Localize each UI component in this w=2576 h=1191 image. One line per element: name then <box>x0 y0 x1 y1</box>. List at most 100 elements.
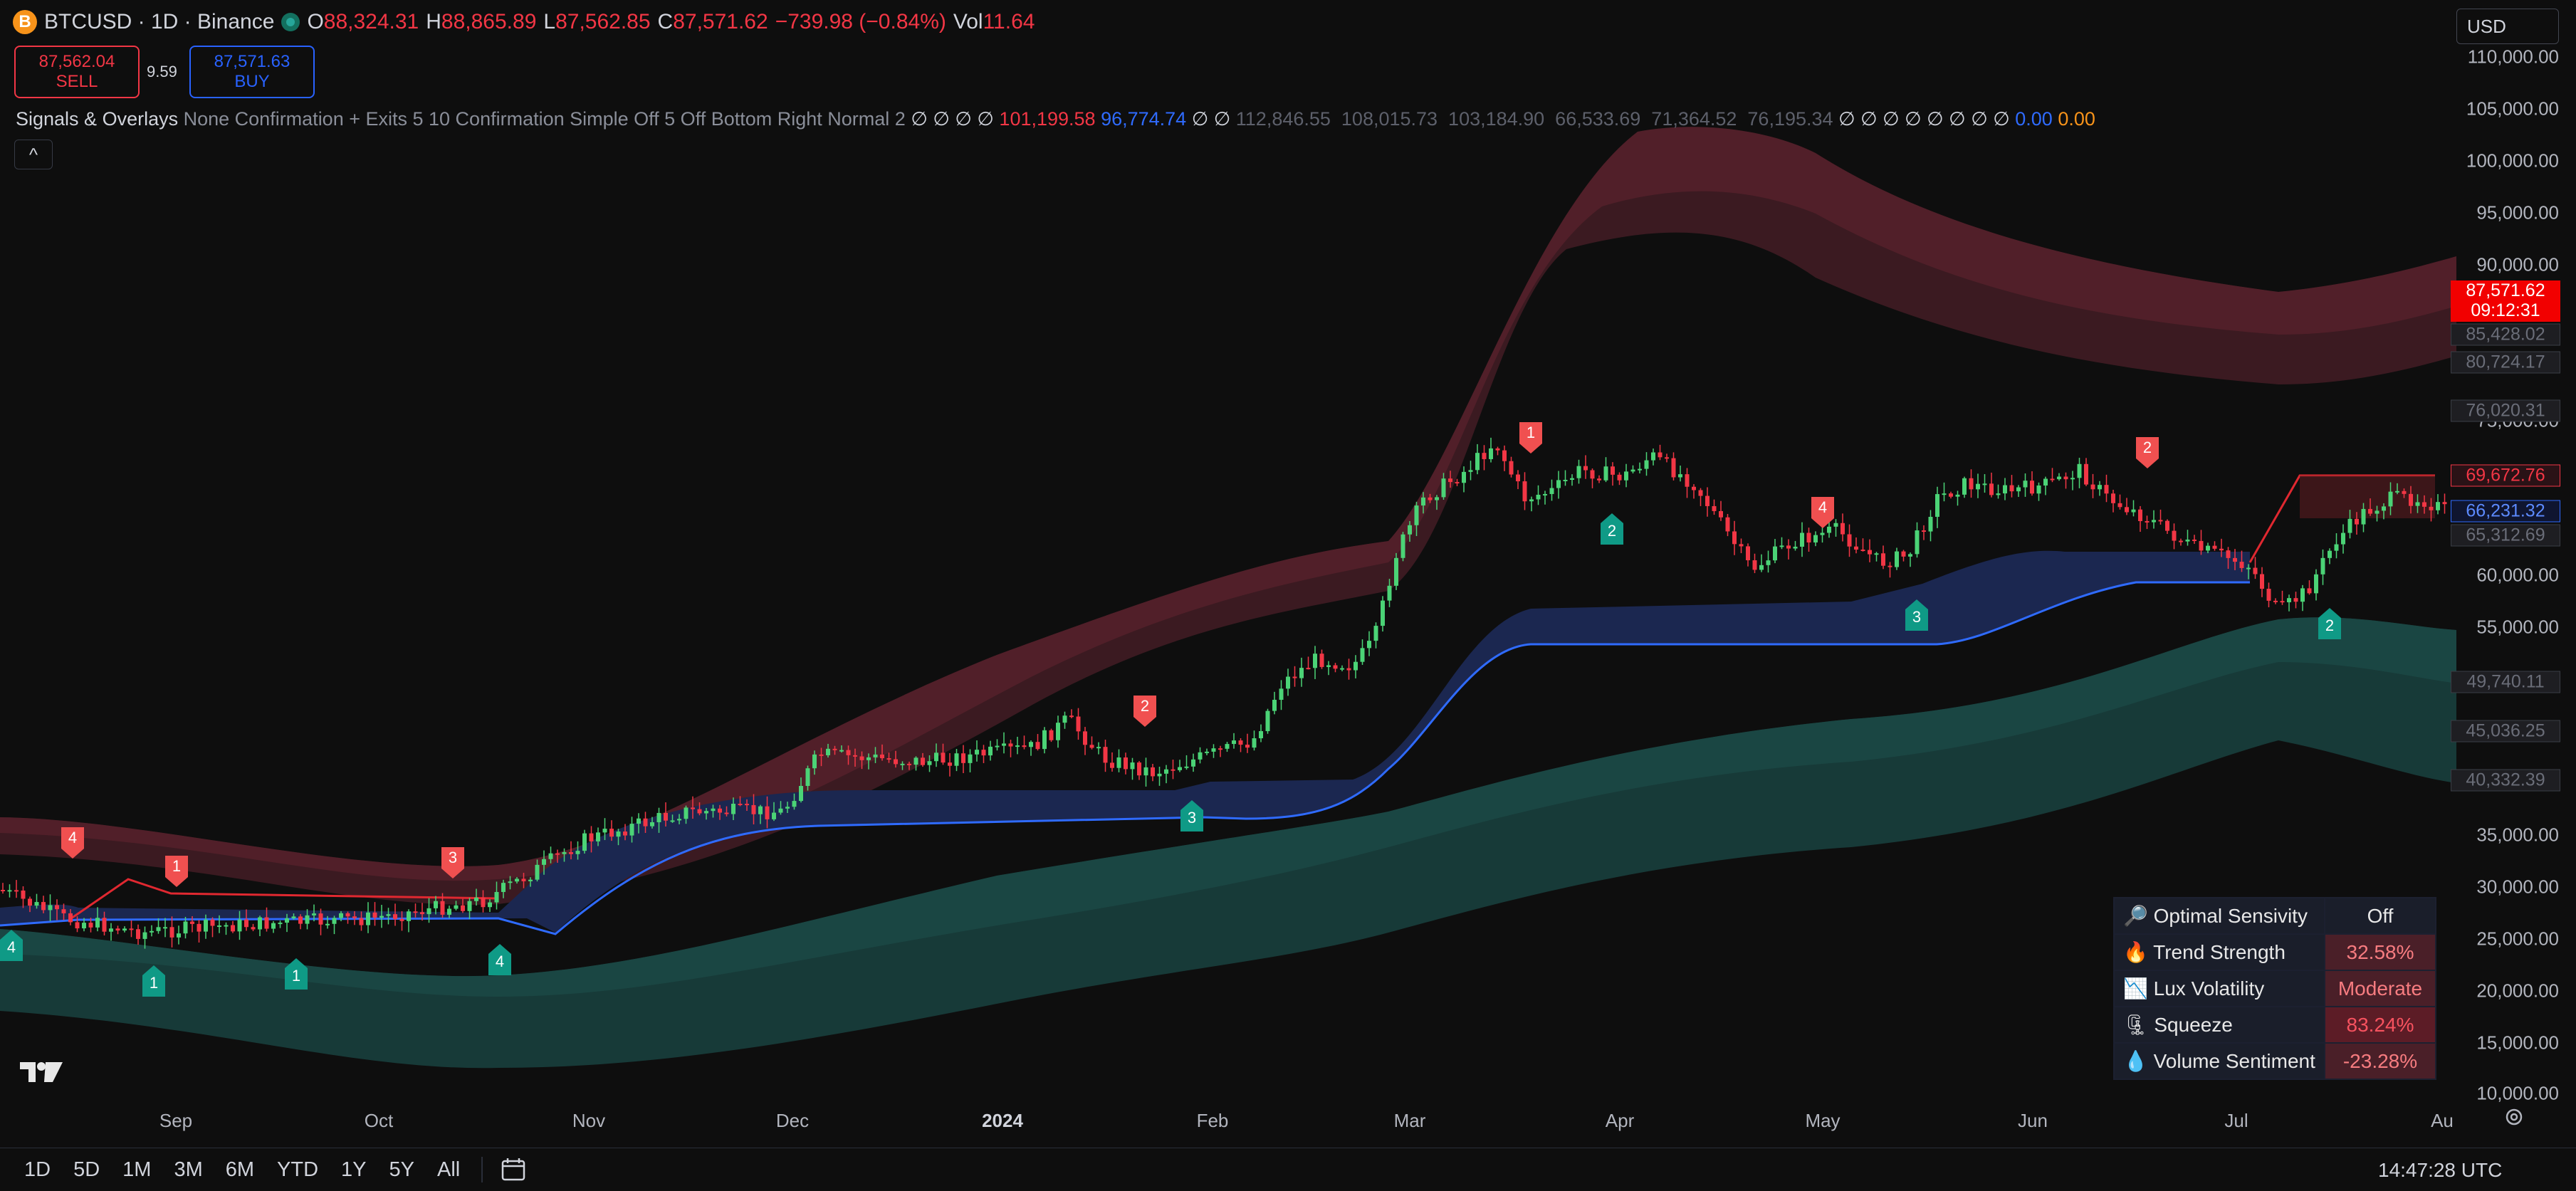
candle <box>2138 509 2142 521</box>
buy-button[interactable]: 87,571.63 BUY <box>189 46 315 98</box>
timeframe-1y[interactable]: 1Y <box>341 1158 367 1181</box>
candle <box>1638 468 1642 471</box>
magnifier-icon: 🔎 <box>2123 905 2148 927</box>
price-chart[interactable]: 4 1 3 2 1 4 2 4 1 1 4 3 2 3 2 <box>0 0 2456 1111</box>
candle <box>1252 738 1257 748</box>
sell-button[interactable]: 87,562.04 SELL <box>14 46 140 98</box>
candle <box>1583 466 1588 471</box>
collapse-legend-button[interactable]: ^ <box>14 140 53 169</box>
time-axis-label: Dec <box>775 1110 810 1131</box>
candle <box>1617 474 1622 481</box>
candle <box>799 785 803 802</box>
sell-signal: 4 <box>61 827 84 859</box>
dashboard-label-cell: 🔥 Trend Strength <box>2113 933 2325 971</box>
candle <box>1462 471 1466 483</box>
price-axis-label: 105,000.00 <box>2466 98 2559 120</box>
candle <box>880 754 884 759</box>
candle <box>859 756 864 760</box>
lower-band-inner <box>0 617 2456 997</box>
buy-price: 87,571.63 <box>214 52 290 71</box>
candle <box>1245 745 1250 748</box>
candle <box>1387 585 1392 601</box>
symbol-title[interactable]: BTCUSD · 1D · Binance <box>44 10 275 33</box>
utc-clock[interactable]: 14:47:28 UTC <box>2378 1159 2503 1181</box>
candle <box>1178 767 1182 770</box>
candle <box>1340 668 1344 670</box>
candle <box>805 768 810 786</box>
candle <box>1895 551 1899 567</box>
change-value: −739.98 (−0.84%) <box>775 10 946 33</box>
candle <box>1922 530 1926 532</box>
candle <box>1671 458 1676 478</box>
candle <box>1624 471 1628 481</box>
sell-signal-label: 1 <box>1527 424 1535 441</box>
bar-countdown: 09:12:31 <box>2471 300 2540 320</box>
candle <box>1489 448 1493 459</box>
candle <box>921 757 925 765</box>
candle <box>913 757 918 765</box>
low-value: 87,562.85 <box>555 10 651 33</box>
candle <box>461 905 465 911</box>
indicator-legend[interactable]: Signals & Overlays None Confirmation + E… <box>16 108 2095 130</box>
candle <box>1346 668 1351 671</box>
candle <box>2307 588 2312 594</box>
candle <box>197 923 201 932</box>
currency-select[interactable]: USD <box>2456 9 2559 44</box>
candle <box>2070 478 2075 480</box>
timeframe-ytd[interactable]: YTD <box>277 1158 319 1181</box>
candle <box>812 754 817 769</box>
timeframe-all[interactable]: All <box>437 1158 461 1181</box>
candle <box>1475 453 1480 471</box>
candle <box>102 918 107 932</box>
candle <box>2429 506 2434 510</box>
candle <box>555 853 560 855</box>
indicator-name[interactable]: Signals & Overlays <box>16 108 179 130</box>
timeframe-5d[interactable]: 5D <box>73 1158 100 1181</box>
candle <box>2179 540 2183 542</box>
candle <box>745 804 749 806</box>
candle <box>1712 505 1717 511</box>
candle <box>2328 550 2332 558</box>
timeframe-6m[interactable]: 6M <box>225 1158 255 1181</box>
candle <box>1171 769 1176 771</box>
candle <box>1354 661 1358 671</box>
candle <box>2145 520 2150 523</box>
candle <box>515 878 519 882</box>
buy-signal: 1 <box>285 958 308 990</box>
candle <box>886 758 891 760</box>
timeframe-3m[interactable]: 3M <box>174 1158 203 1181</box>
candle <box>95 918 100 928</box>
candle <box>1428 497 1433 500</box>
candle <box>954 753 959 766</box>
candle <box>1069 715 1074 718</box>
timeframe-1m[interactable]: 1M <box>122 1158 152 1181</box>
timeframe-5y[interactable]: 5Y <box>389 1158 415 1181</box>
candle <box>718 808 722 813</box>
candle <box>2422 502 2426 507</box>
candle <box>629 824 634 836</box>
candle <box>1130 762 1135 770</box>
candle <box>264 917 269 929</box>
buy-signal-shape <box>285 958 308 990</box>
price-axis-label: 110,000.00 <box>2467 46 2559 68</box>
buy-signal-shape <box>142 965 165 997</box>
band-tag: 40,332.39 <box>2451 769 2560 792</box>
settings-gear-icon[interactable] <box>2503 1106 2525 1128</box>
candle <box>1184 766 1189 768</box>
candle <box>1441 478 1446 498</box>
date-range-icon[interactable] <box>500 1157 528 1182</box>
candle <box>318 913 323 925</box>
timeframe-1d[interactable]: 1D <box>24 1158 51 1181</box>
indicator-value-blue: 96,774.74 <box>1101 108 1187 130</box>
sell-signal-shape <box>2136 437 2159 468</box>
candle <box>2300 588 2305 602</box>
candle <box>596 832 600 841</box>
candle <box>399 918 404 921</box>
candle <box>1103 747 1108 763</box>
candle <box>508 881 513 883</box>
candle <box>55 905 59 910</box>
fire-icon: 🔥 <box>2123 941 2148 963</box>
candle <box>548 853 553 859</box>
indicator-nulls-2: ∅ ∅ <box>1191 108 1231 130</box>
tradingview-logo-icon[interactable] <box>19 1059 64 1085</box>
